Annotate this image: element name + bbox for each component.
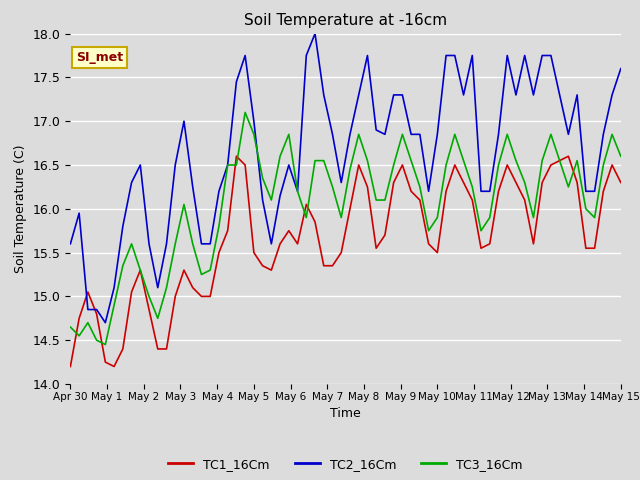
Title: Soil Temperature at -16cm: Soil Temperature at -16cm (244, 13, 447, 28)
Legend: TC1_16Cm, TC2_16Cm, TC3_16Cm: TC1_16Cm, TC2_16Cm, TC3_16Cm (163, 453, 528, 476)
X-axis label: Time: Time (330, 407, 361, 420)
Text: SI_met: SI_met (76, 51, 123, 64)
Y-axis label: Soil Temperature (C): Soil Temperature (C) (14, 144, 28, 273)
